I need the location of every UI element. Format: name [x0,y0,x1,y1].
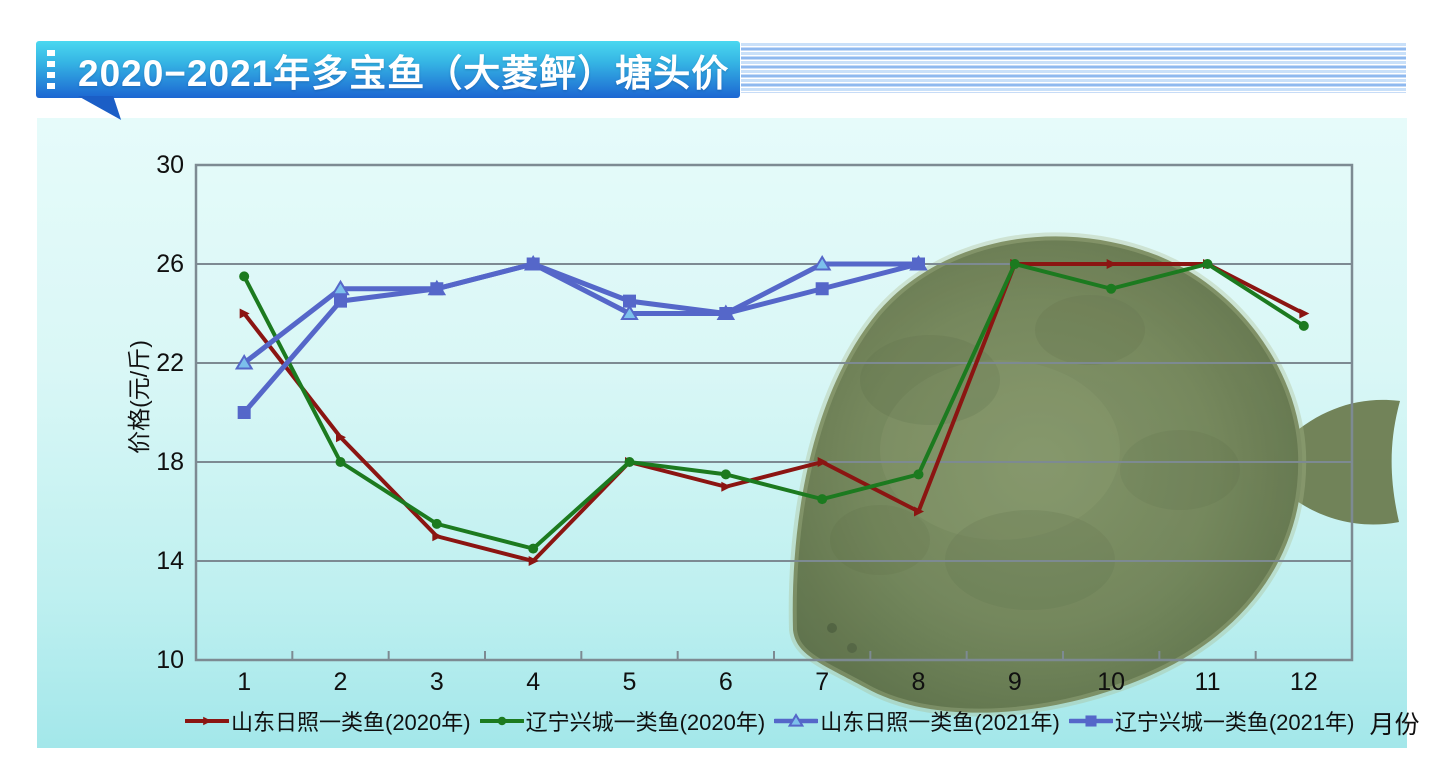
legend-sample-shandong-2020 [185,716,229,726]
legend-sample-liaoning-2021 [1068,715,1113,727]
legend-label: 山东日照一类鱼(2020年) [231,710,471,735]
x-axis-title: 月份 [1369,711,1420,739]
page-title: 2020−2021年多宝鱼（大菱鲆）塘头价 [78,52,730,94]
legend-sample-liaoning-2020 [479,716,524,726]
title-bubble-tail [78,96,122,120]
legend-label: 辽宁兴城一类鱼(2020年) [525,710,766,735]
legend-item: 辽宁兴城一类鱼(2020年) [479,705,766,737]
legend: 山东日照一类鱼(2020年) 辽宁兴城一类鱼(2020年) 山东日照一类鱼(20… [185,703,1419,739]
legend-sample-shandong-2021 [774,713,819,727]
title-dashes-decoration [47,50,55,89]
legend-item: 山东日照一类鱼(2020年) [185,705,471,737]
legend-label: 辽宁兴城一类鱼(2021年) [1114,710,1355,735]
legend-item: 辽宁兴城一类鱼(2021年) [1068,705,1355,737]
chart-panel [37,118,1407,748]
header-stripes-decoration [741,43,1406,93]
legend-label: 山东日照一类鱼(2021年) [820,710,1060,735]
header-title-bar: 2020−2021年多宝鱼（大菱鲆）塘头价 [36,41,740,98]
legend-item: 山东日照一类鱼(2021年) [774,705,1060,737]
